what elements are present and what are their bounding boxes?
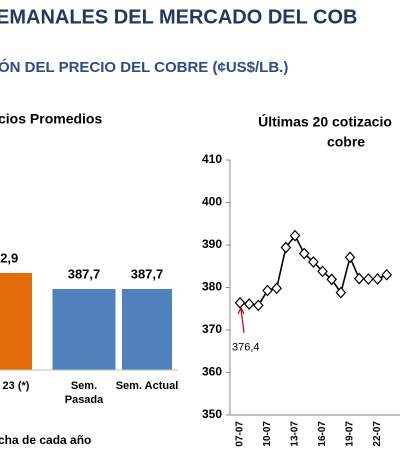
x-tick-label: Sem. Pasada [65, 380, 104, 406]
bar [0, 272, 32, 370]
point [372, 273, 383, 285]
y-tick-label: 370 [202, 322, 222, 336]
annotation: 376,4 [232, 342, 260, 354]
point [335, 286, 347, 299]
page-subtitle: ÓN DEL PRECIO DEL COBRE (¢US$/LB.) [0, 58, 288, 76]
point [326, 273, 338, 286]
point [381, 268, 393, 281]
y-tick-label: 380 [202, 280, 222, 294]
value-label: 387,7 [131, 266, 164, 281]
value-label: 387,7 [68, 266, 101, 281]
x-tick-label: 22-07 [372, 421, 383, 447]
point [298, 247, 310, 260]
line-title: Últimas 20 cotizacio [258, 113, 392, 130]
point [262, 284, 273, 297]
point [253, 299, 264, 312]
y-tick-label: 360 [202, 365, 222, 379]
point [353, 272, 365, 285]
point [234, 296, 246, 309]
y-tick-label: 390 [202, 237, 222, 251]
point [243, 298, 255, 310]
note: cha de cada año [0, 433, 91, 447]
point [289, 229, 301, 242]
point [344, 251, 356, 264]
point [317, 265, 328, 278]
line [239, 234, 388, 307]
annotation-arrow [237, 306, 245, 333]
x-tick-label: 23 (*) [3, 380, 30, 392]
x-tick-label: 19-07 [345, 421, 356, 447]
bar [52, 289, 116, 370]
x-tick-label: 10-07 [262, 421, 273, 447]
line-subtitle: cobre [327, 134, 365, 150]
page-title: EMANALES DEL MERCADO DEL COB [0, 6, 358, 28]
point [308, 256, 319, 268]
y-tick-label: 350 [202, 407, 222, 421]
point [271, 282, 282, 295]
value-label: 392,9 [0, 250, 18, 265]
point [280, 241, 292, 254]
point [363, 273, 374, 285]
y-tick-label: 400 [202, 195, 222, 209]
x-tick-label: 16-07 [317, 421, 328, 447]
bar [122, 289, 172, 370]
y-tick-label: 410 [202, 152, 222, 166]
x-tick-label: 07-07 [235, 421, 246, 447]
bar-title: cios Promedios [0, 111, 102, 127]
x-tick-label: Sem. Actual [116, 380, 179, 392]
x-tick-label: 13-07 [290, 421, 301, 447]
